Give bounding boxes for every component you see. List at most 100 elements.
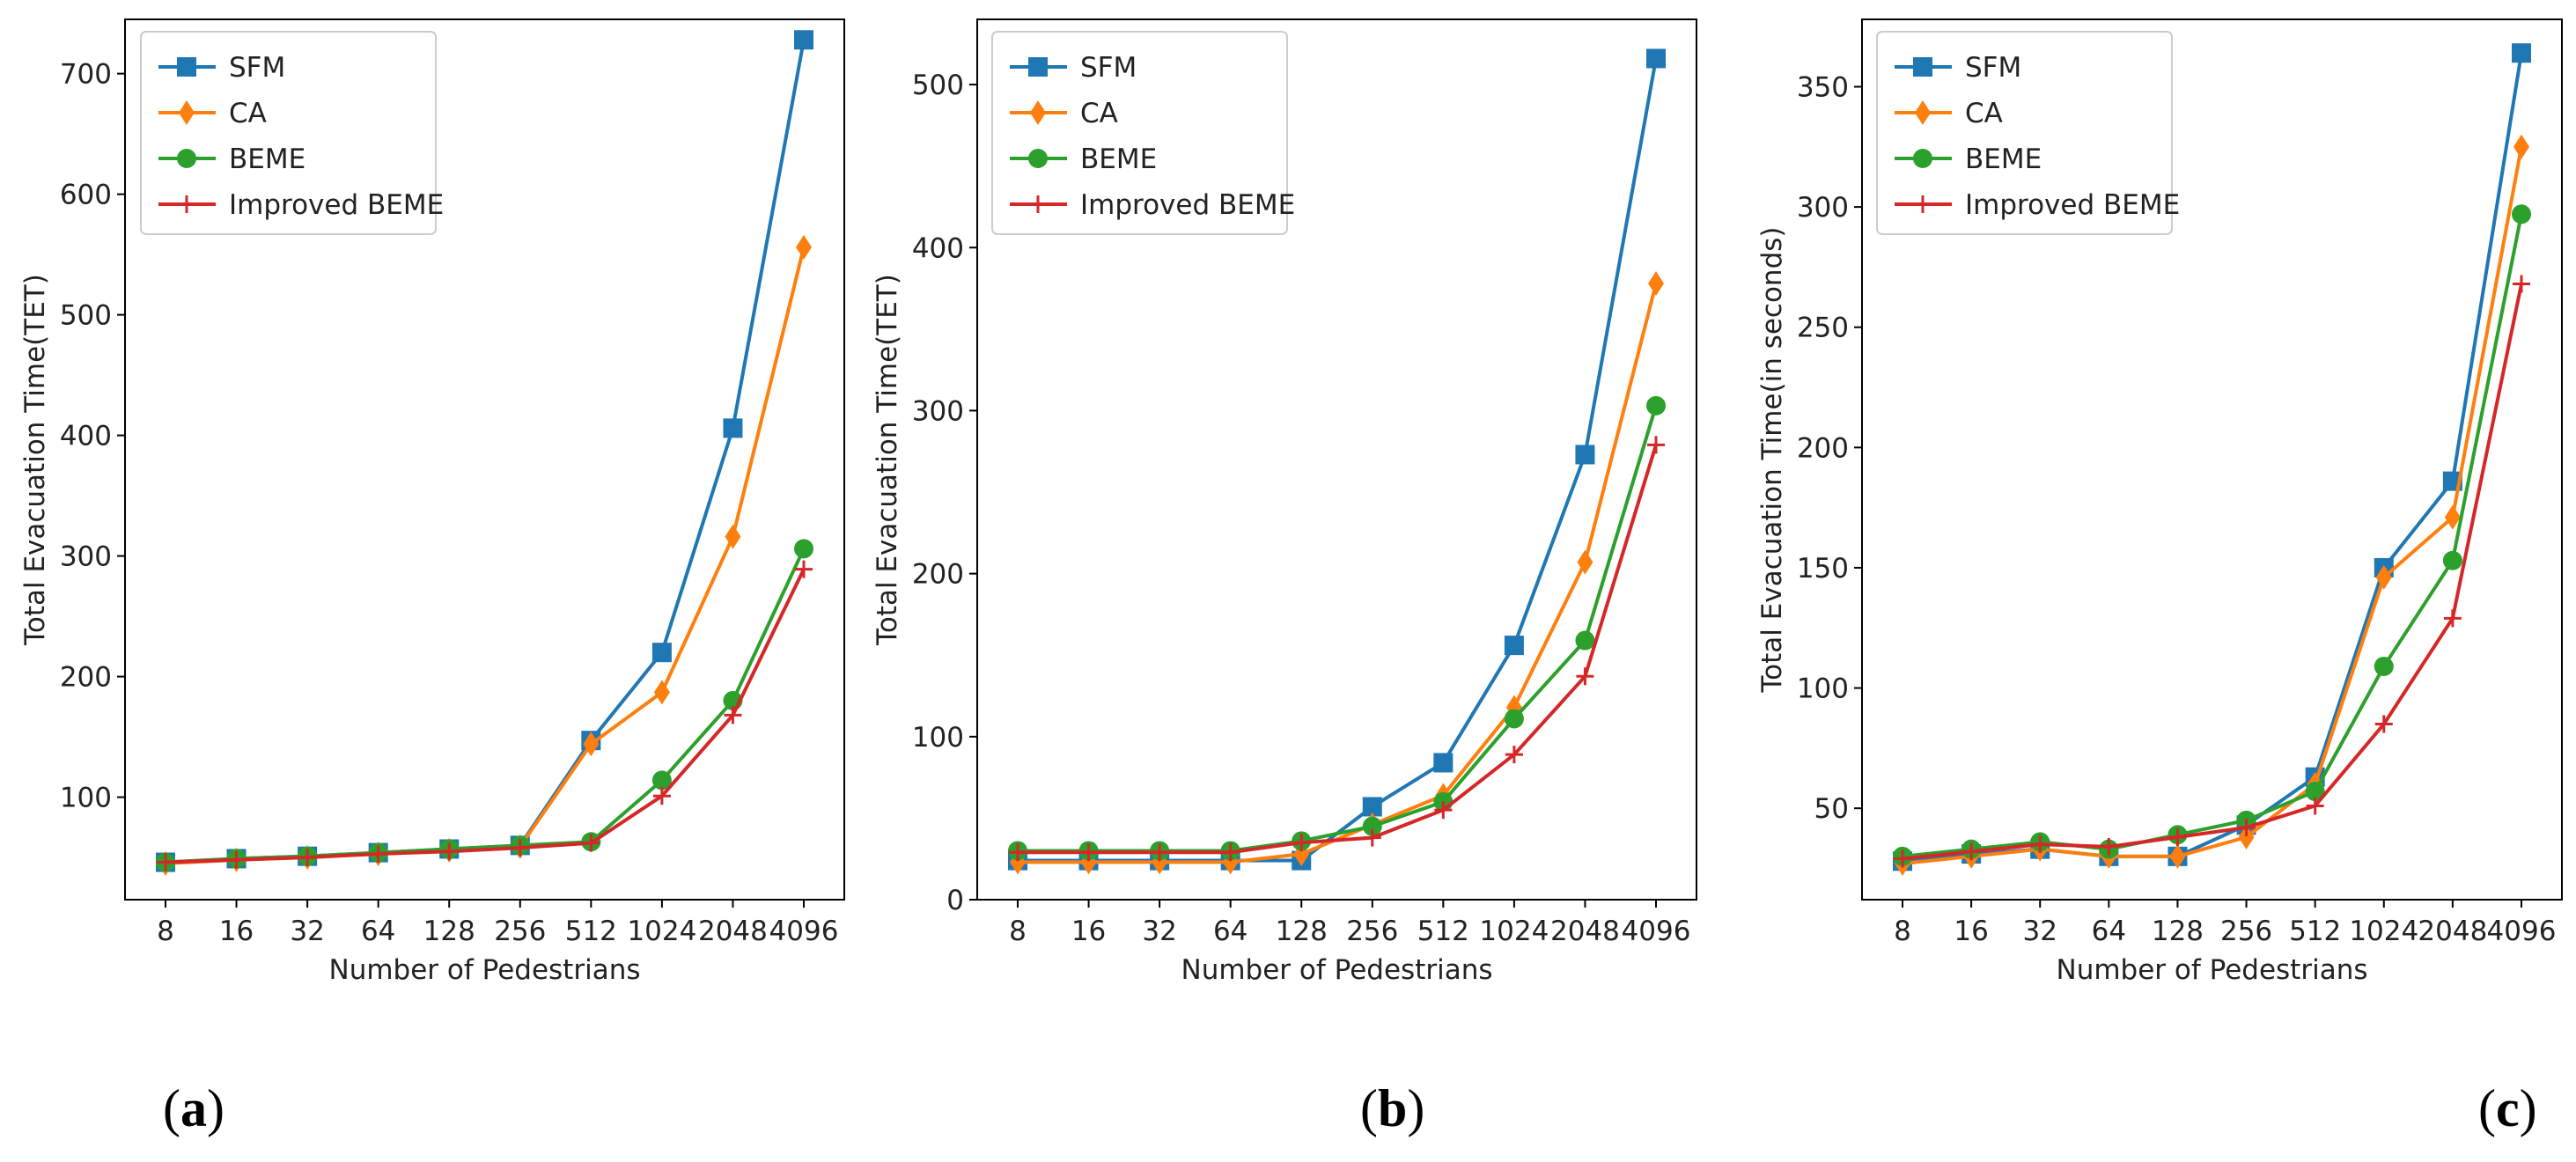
series-ca (158, 234, 812, 876)
data-point (2513, 134, 2529, 159)
data-point (2031, 835, 2050, 854)
y-tick-label: 350 (1797, 72, 1849, 104)
series-ca (1010, 271, 1664, 875)
series-improved-beme (1894, 275, 2530, 868)
y-tick-label: 250 (1797, 313, 1849, 344)
y-tick-label: 300 (60, 541, 112, 573)
data-point (1433, 753, 1454, 773)
data-point (1576, 667, 1594, 686)
x-tick-label: 128 (423, 916, 475, 947)
x-tick-label: 8 (1009, 916, 1027, 947)
data-point (1009, 843, 1027, 862)
data-point (440, 842, 459, 861)
legend-label: CA (229, 98, 267, 129)
legend-marker (177, 149, 196, 168)
panel-label-c: (c) (2478, 1079, 2537, 1137)
x-tick-label: 64 (2092, 916, 2126, 947)
data-point (652, 787, 671, 805)
legend-marker (1029, 195, 1047, 213)
x-tick-label: 8 (157, 916, 174, 947)
data-point (582, 834, 600, 852)
y-tick-label: 200 (1797, 432, 1849, 464)
legend-label: SFM (1965, 52, 2021, 84)
legend-label: BEME (1965, 143, 2042, 175)
y-tick-label: 100 (1797, 673, 1849, 705)
data-point (1363, 828, 1381, 847)
x-tick-label: 1024 (2349, 916, 2418, 947)
y-tick-label: 700 (60, 59, 112, 91)
x-tick-label: 32 (290, 916, 324, 947)
y-tick-label: 0 (946, 885, 964, 916)
x-tick-label: 2048 (698, 916, 768, 947)
series-line (1902, 283, 2523, 861)
legend-box (140, 31, 437, 235)
legend-label: CA (1080, 98, 1118, 129)
legend-box (1876, 31, 2173, 235)
x-axis-label: Number of Pedestrians (2057, 954, 2368, 986)
legend-marker (178, 195, 195, 213)
y-tick-label: 200 (60, 662, 112, 694)
y-tick-label: 50 (1814, 793, 1849, 825)
x-tick-label: 512 (565, 916, 617, 947)
legend-marker (1028, 57, 1048, 77)
y-tick-label: 100 (912, 722, 964, 754)
legend-marker (1913, 57, 1932, 77)
x-tick-label: 8 (1894, 916, 1911, 947)
data-point (1646, 395, 1666, 416)
y-tick-label: 200 (912, 559, 964, 591)
data-point (1362, 797, 1382, 817)
data-point (795, 560, 813, 578)
data-point (157, 853, 174, 872)
legend-marker (1913, 149, 1932, 168)
chart-c: 50 100 150 200 250 300 350 8 16 32 64 128 256 512 1024… (1756, 18, 2563, 986)
data-point (651, 770, 672, 791)
data-point (723, 418, 743, 438)
x-tick-label: 2048 (2418, 916, 2487, 947)
axes-frame (124, 18, 845, 901)
legend-marker (1915, 100, 1931, 125)
data-point (2512, 204, 2531, 224)
data-point (2168, 827, 2187, 846)
legend-label: SFM (229, 52, 285, 84)
series-improved-beme (1009, 436, 1665, 862)
legend: SFM CA BEME Improved BEME (1876, 31, 2180, 235)
data-point (1647, 436, 1665, 454)
data-point (794, 30, 813, 50)
data-point (2513, 275, 2530, 293)
x-axis-label: Number of Pedestrians (1181, 954, 1493, 986)
data-point (2374, 656, 2394, 676)
data-point (2442, 550, 2462, 570)
panel-label-b: (b) (1360, 1079, 1425, 1137)
legend-label: Improved BEME (1080, 189, 1295, 221)
data-point (227, 850, 246, 869)
data-point (651, 643, 672, 663)
data-point (2238, 824, 2255, 849)
data-point (2375, 564, 2392, 590)
x-tick-label: 1024 (627, 916, 696, 947)
legend-label: Improved BEME (1965, 189, 2180, 221)
data-point (1292, 834, 1311, 852)
y-tick-label: 400 (60, 421, 112, 452)
data-point (1646, 48, 1666, 69)
y-axis-label: Total Evacuation Time(in seconds) (1756, 227, 1788, 694)
data-point (2169, 843, 2186, 869)
y-tick-label: 300 (1797, 192, 1849, 224)
legend-label: BEME (1080, 143, 1157, 175)
chart-a: 100 200 300 400 500 600 700 8 16 32 64 128 256 512 102… (19, 18, 845, 986)
data-point (1434, 801, 1453, 820)
axes-frame (1861, 18, 2563, 901)
series-beme (156, 539, 813, 872)
data-point (1151, 843, 1169, 862)
y-tick-label: 600 (60, 180, 112, 211)
series-beme (1008, 395, 1666, 861)
data-point (1504, 636, 1524, 656)
series-line (165, 246, 806, 865)
legend-marker (177, 57, 196, 77)
x-tick-label: 16 (1954, 916, 1988, 947)
x-tick-label: 4096 (769, 916, 839, 947)
x-tick-label: 64 (1213, 916, 1248, 947)
series-improved-beme (157, 560, 813, 872)
series-line (1018, 283, 1658, 864)
x-tick-label: 32 (1142, 916, 1176, 947)
legend-label: SFM (1080, 52, 1137, 84)
